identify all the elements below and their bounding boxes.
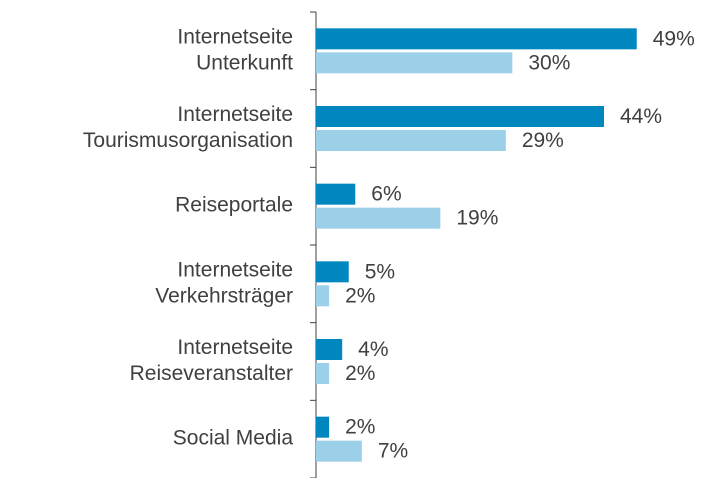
data-label: 19% bbox=[456, 207, 498, 230]
bar bbox=[316, 28, 637, 50]
data-label: 5% bbox=[365, 260, 395, 283]
data-label: 2% bbox=[345, 284, 375, 307]
data-label: 6% bbox=[371, 183, 401, 206]
data-label: 7% bbox=[378, 440, 408, 463]
bar bbox=[316, 183, 356, 205]
y-tick-label: Reiseportale bbox=[175, 194, 293, 217]
y-tick-label: Unterkunft bbox=[196, 51, 293, 74]
y-tick-label: Reiseveranstalter bbox=[130, 362, 293, 385]
data-label: 4% bbox=[358, 338, 388, 361]
y-tick-label: Internetseite bbox=[177, 336, 293, 359]
data-label: 2% bbox=[345, 362, 375, 385]
bar bbox=[316, 130, 506, 151]
bar bbox=[316, 363, 330, 384]
bar bbox=[316, 261, 349, 283]
y-tick-label: Internetseite bbox=[177, 258, 293, 281]
y-tick-label: Verkehrsträger bbox=[155, 284, 293, 307]
y-tick-label: Social Media bbox=[173, 427, 294, 450]
bar bbox=[316, 339, 343, 360]
data-label: 29% bbox=[522, 129, 564, 152]
bar bbox=[316, 285, 330, 307]
bar bbox=[316, 416, 330, 438]
y-tick-label: Internetseite bbox=[177, 103, 293, 126]
data-label: 44% bbox=[620, 105, 662, 128]
data-label: 30% bbox=[528, 51, 570, 74]
data-label: 49% bbox=[653, 27, 695, 50]
bar bbox=[316, 207, 441, 229]
bar bbox=[316, 106, 604, 127]
y-tick-label: Internetseite bbox=[177, 25, 293, 48]
y-tick-label: Tourismusorganisation bbox=[83, 129, 293, 152]
data-label: 2% bbox=[345, 416, 375, 439]
bar bbox=[316, 52, 513, 74]
bar bbox=[316, 440, 362, 462]
